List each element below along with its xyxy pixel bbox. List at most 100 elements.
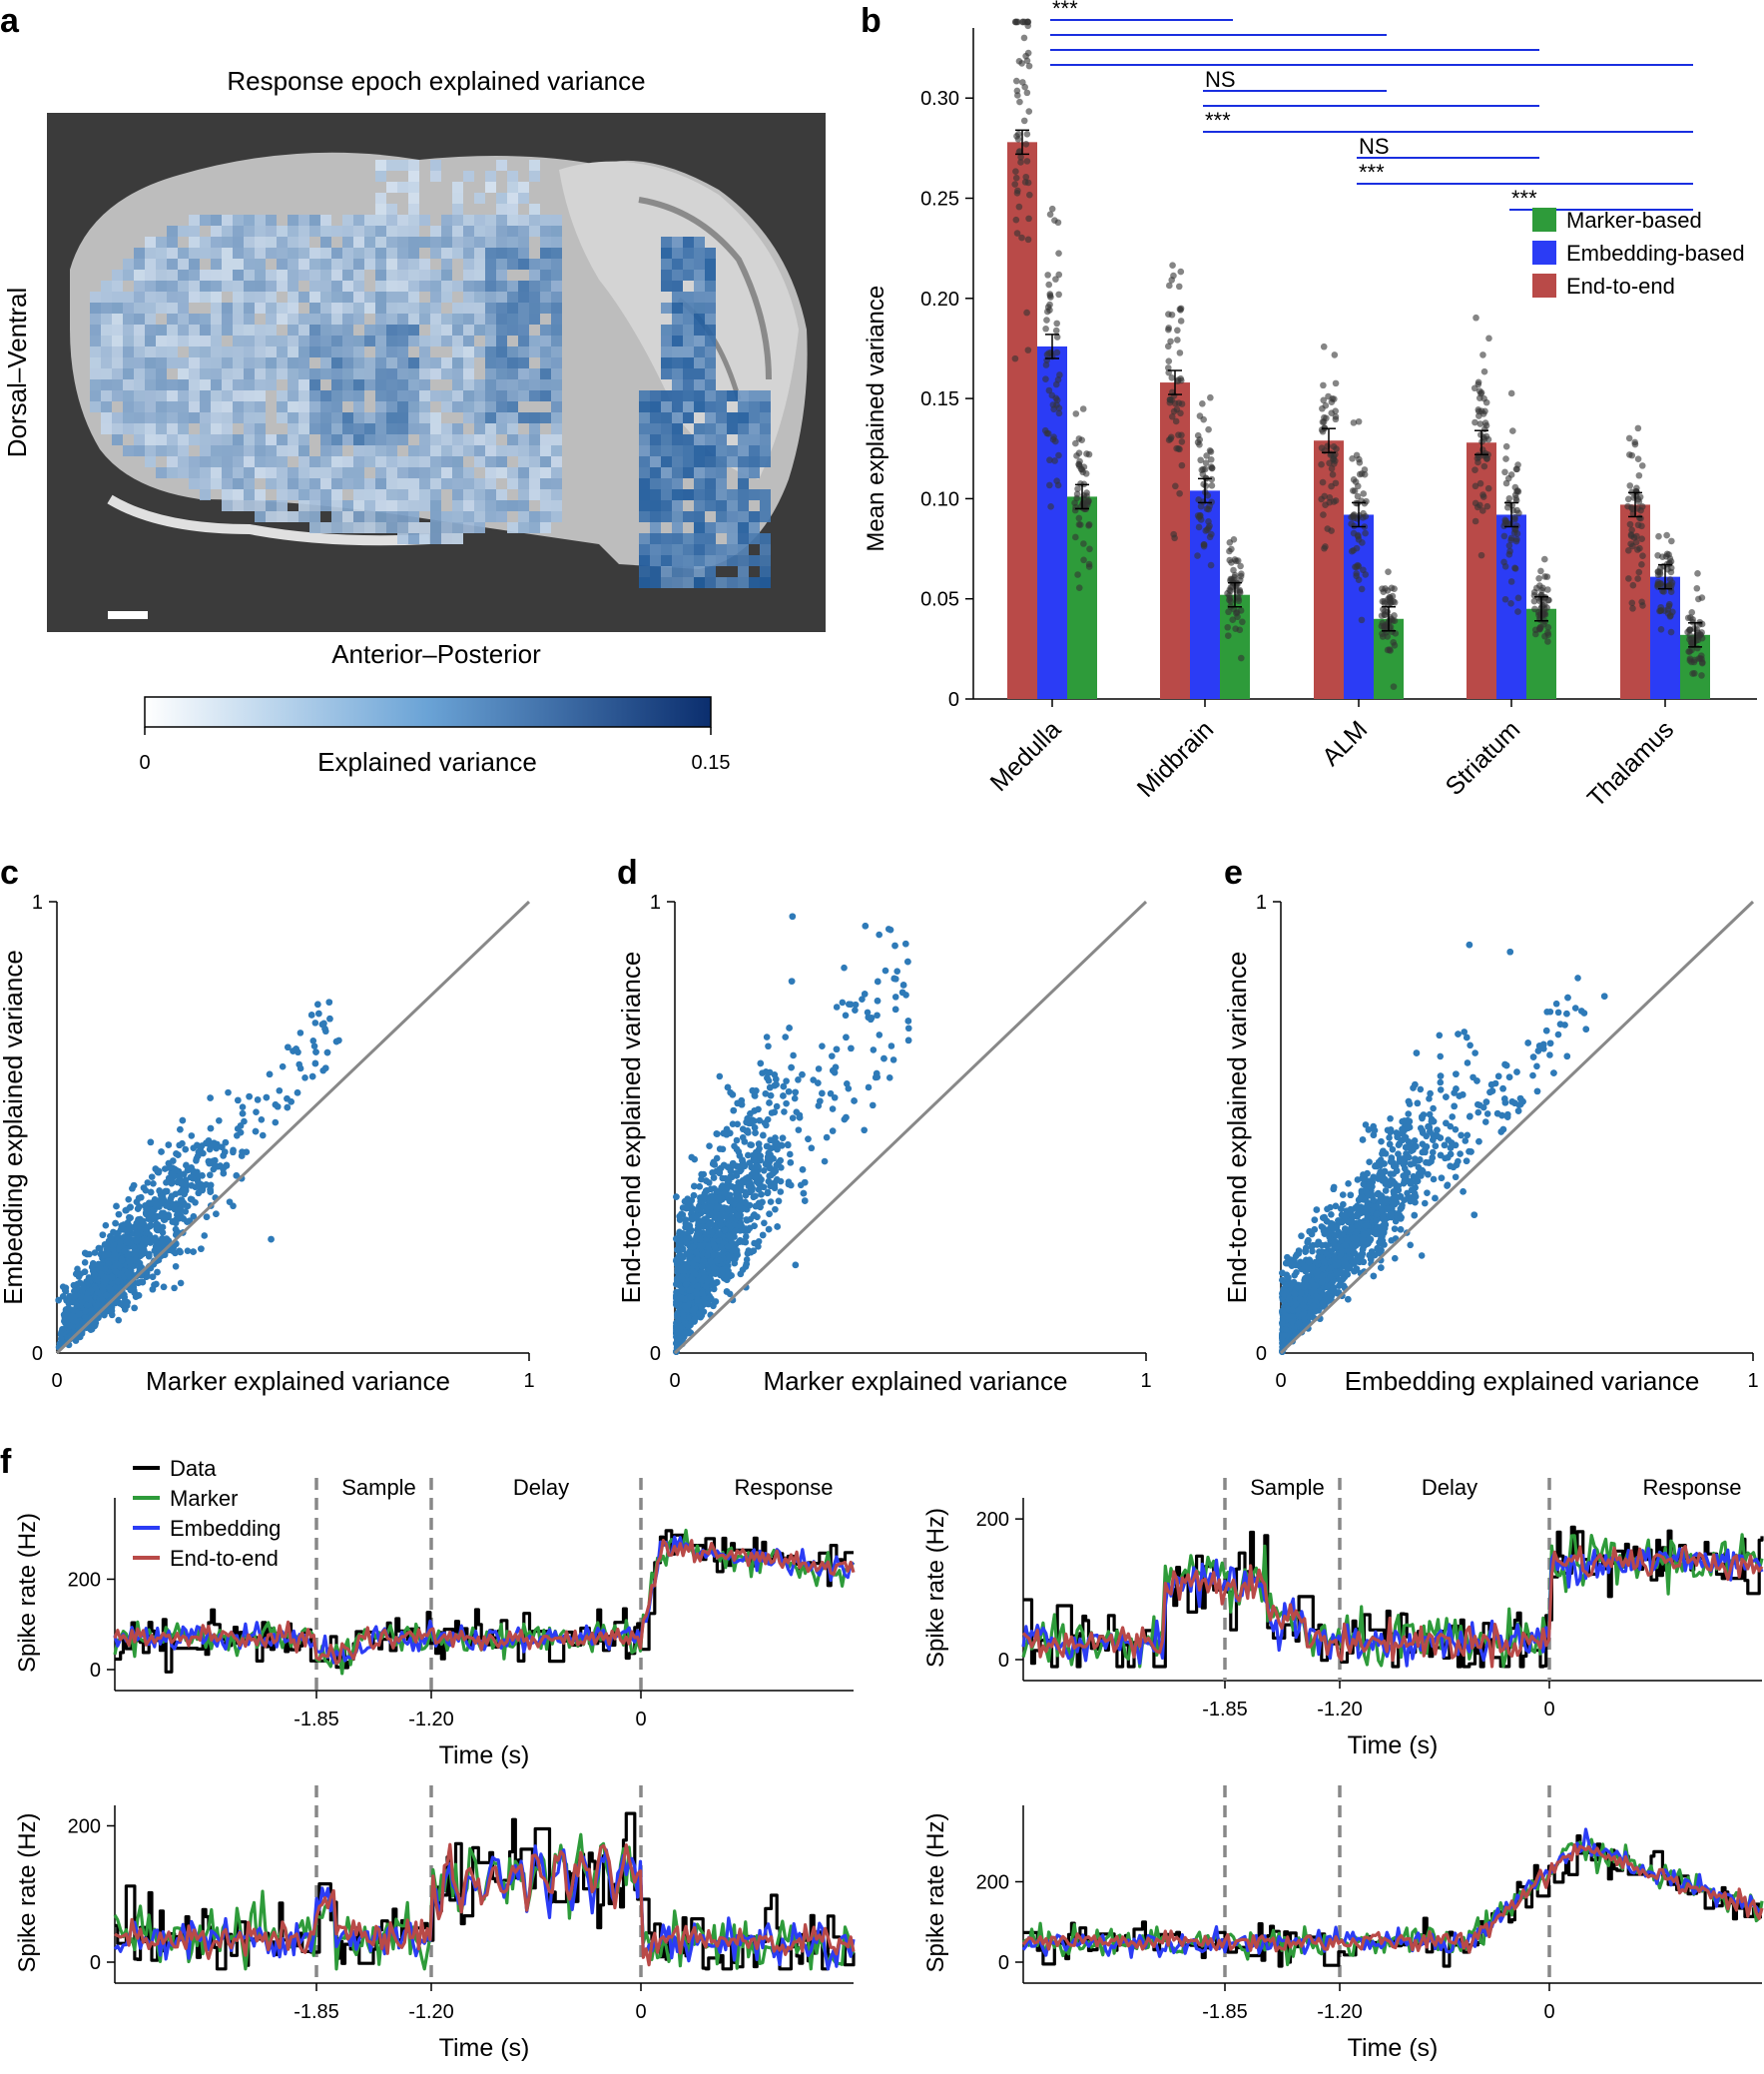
data-dot [1655,572,1662,579]
heatmap-cell [463,379,474,390]
heatmap-cell [342,357,353,368]
data-dot [1016,58,1023,65]
heatmap-cell [309,401,320,412]
heatmap-cell [309,489,320,500]
heatmap-cell [156,336,167,346]
heatmap-cell [222,500,233,511]
scatter-point [109,1274,116,1281]
data-dot [1363,498,1370,505]
data-dot [1687,655,1694,662]
heatmap-cell [672,566,683,577]
scatter-point [77,1280,84,1287]
heatmap-cell [222,445,233,456]
heatmap-cell [551,456,562,467]
heatmap-cell [397,226,408,237]
heatmap-cell [200,248,211,259]
heatmap-cell [419,533,430,544]
heatmap-cell [683,401,694,412]
heatmap-cell [650,478,661,489]
data-dot [1362,530,1369,537]
heatmap-cell [705,336,716,346]
heatmap-cell [397,270,408,281]
heatmap-cell [430,237,441,248]
y-axis-label: End-to-end explained variance [616,952,646,1304]
heatmap-cell [266,303,277,314]
data-dot [1228,546,1235,553]
heatmap-cell [277,336,288,346]
heatmap-cell [123,303,134,314]
heatmap-cell [518,390,529,401]
heatmap-cell [639,489,650,500]
heatmap-cell [255,500,266,511]
heatmap-cell [375,160,386,171]
data-dot [1207,394,1214,401]
heatmap-cell [716,467,727,478]
heatmap-cell [266,292,277,303]
heatmap-cell [463,390,474,401]
heatmap-cell [738,566,749,577]
heatmap-cell [101,368,112,379]
heatmap-cell [650,533,661,544]
heatmap-cell [452,500,463,511]
heatmap-cell [288,368,298,379]
data-dot [1658,607,1665,614]
heatmap-cell [661,401,672,412]
heatmap-cell [683,336,694,346]
heatmap-cell [474,259,485,270]
heatmap-cell [694,357,705,368]
heatmap-cell [386,160,397,171]
data-dot [1323,414,1330,421]
heatmap-cell [441,401,452,412]
data-dot [1056,371,1063,378]
heatmap-cell [320,423,331,434]
colorbar-max-label: 0.15 [692,752,731,774]
heatmap-cell [364,303,375,314]
heatmap-cell [123,390,134,401]
heatmap-cell [309,412,320,423]
heatmap-cell [90,390,101,401]
heatmap-cell [342,456,353,467]
heatmap-cell [683,357,694,368]
heatmap-cell [200,346,211,357]
heatmap-cell [474,390,485,401]
heatmap-cell [650,566,661,577]
heatmap-cell [244,478,255,489]
heatmap-cell [551,270,562,281]
heatmap-cell [386,325,397,336]
heatmap-cell [551,314,562,325]
scatter-point [201,1232,208,1239]
data-dot [1026,63,1033,70]
data-dot [1076,461,1083,468]
heatmap-cell [705,281,716,292]
heatmap-cell [430,314,441,325]
data-dot [1507,600,1514,607]
data-dot [1079,469,1086,476]
heatmap-cell [244,248,255,259]
scatter-point [122,1306,129,1313]
data-dot [1353,478,1360,485]
data-dot [1359,586,1366,593]
data-dot [1380,598,1387,605]
heatmap-cell [661,357,672,368]
heatmap-cell [375,281,386,292]
heatmap-cell [661,445,672,456]
heatmap-cell [650,522,661,533]
heatmap-cell [222,478,233,489]
heatmap-cell [255,423,266,434]
heatmap-cell [331,226,342,237]
heatmap-cell [452,368,463,379]
data-dot [1076,584,1083,591]
scatter-point [195,1152,202,1159]
scatter-point [173,1263,180,1270]
scatter-point [169,1170,176,1177]
heatmap-cell [342,478,353,489]
heatmap-cell [485,303,496,314]
heatmap-cell [277,237,288,248]
scatter-point [82,1259,89,1266]
heatmap-cell [342,226,353,237]
heatmap-cell [463,412,474,423]
heatmap-cell [463,259,474,270]
scatter-point [161,1283,168,1290]
data-dot [1071,499,1078,506]
data-dot [1507,537,1514,544]
